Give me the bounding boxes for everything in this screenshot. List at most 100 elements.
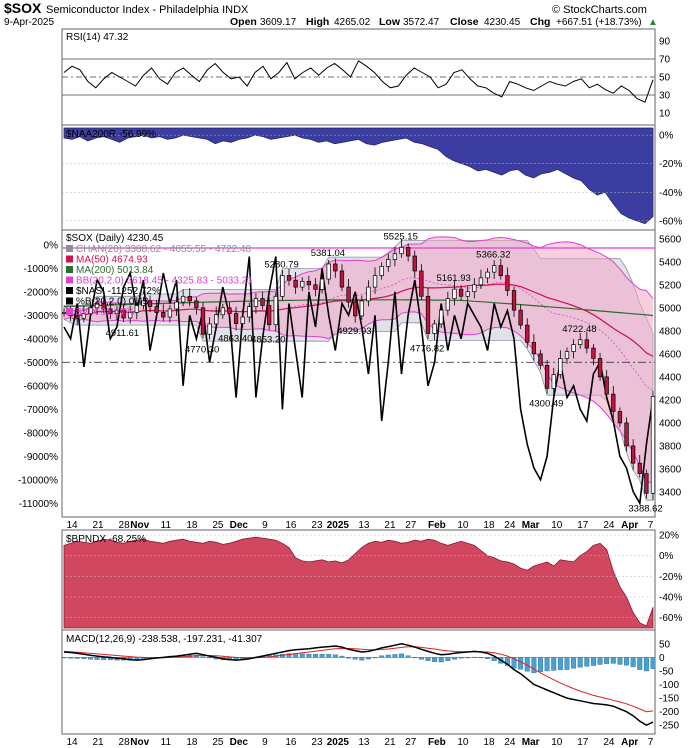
macd-histogram-bar	[458, 657, 464, 659]
candle-down	[187, 295, 192, 302]
price-annotation: 4722.48	[562, 324, 596, 335]
macd-histogram-bar	[207, 657, 213, 659]
x-axis-label-top: Dec	[230, 520, 249, 531]
x-axis-label-top: 27	[405, 520, 417, 531]
price-tick-label: 3400	[659, 487, 682, 498]
candle-down	[313, 284, 318, 290]
x-axis-label-top: 11	[161, 520, 172, 531]
breadth-tick-label: 0%	[659, 131, 674, 142]
candle-down	[339, 270, 345, 288]
rsi-tick-label: 70	[659, 55, 671, 66]
price-annotation: 5366.32	[476, 250, 510, 261]
candle-up	[492, 265, 497, 273]
x-axis-label-bottom: 10	[457, 737, 469, 748]
candle-down	[511, 290, 517, 311]
price-annotation: 4911.61	[106, 328, 140, 339]
candle-up	[61, 312, 67, 314]
price-legend-entry: MA(50) 4674.93	[76, 255, 148, 266]
bollinger-mid-line	[63, 277, 654, 391]
macd-histogram-bar	[418, 657, 424, 660]
index-name-text: Semiconductor Index - Philadelphia INDX	[46, 4, 249, 16]
price-legend-swatch	[66, 297, 73, 305]
price-legend-swatch	[66, 245, 73, 252]
candle-down	[260, 298, 265, 306]
breadth-tick-label: -20%	[659, 159, 682, 170]
x-axis-label-top: Mar	[522, 520, 540, 531]
price-annotation: 4853.20	[251, 335, 285, 346]
macd-histogram-bar	[87, 657, 93, 660]
candle-up	[174, 301, 179, 310]
price-legend-entry: BB(20,2.0) 3618.45 - 4325.83 - 5033.21	[76, 276, 253, 287]
candle-down	[75, 315, 80, 319]
macd-histogram-bar	[359, 657, 365, 661]
x-axis-label-bottom: Mar	[522, 737, 540, 748]
bpndx-tick-label: -20%	[659, 572, 682, 583]
macd-histogram-bar	[551, 657, 557, 671]
candle-down	[227, 307, 232, 314]
candle-up	[207, 323, 212, 335]
candle-up	[558, 358, 563, 375]
candle-down	[333, 263, 338, 272]
candle-up	[478, 277, 484, 286]
candle-down	[425, 295, 431, 334]
high-label: High	[306, 16, 329, 28]
price-tick-label: 4800	[659, 326, 682, 337]
candle-up	[564, 351, 570, 359]
candle-up	[214, 314, 219, 325]
macd-histogram-bar	[610, 657, 616, 664]
price-legend-entry: $VIX 61.17%	[76, 307, 134, 318]
bpndx-tick-label: -60%	[659, 613, 682, 624]
price-legend-entry: %B(20,2.0) 0.43	[76, 297, 149, 308]
x-axis-label-bottom: 17	[577, 737, 589, 748]
macd-series	[61, 643, 656, 727]
candle-up	[114, 309, 120, 314]
candle-down	[419, 270, 424, 297]
macd-histogram-bar	[637, 657, 643, 670]
x-axis-label-top: 13	[358, 520, 370, 531]
x-axis-label-bottom: 7	[648, 737, 654, 748]
bollinger-band-fill	[64, 236, 653, 483]
price-annotation: 4863.40	[218, 334, 252, 345]
macd-histogram-bar	[319, 653, 325, 658]
macd-histogram-bar	[478, 657, 484, 659]
nasi-tick-label: 0%	[44, 240, 59, 251]
nasi-tick-label: -10000%	[18, 475, 58, 486]
macd-histogram-bar	[365, 657, 371, 660]
macd-histogram-bar	[385, 654, 391, 658]
macd-histogram-bar	[471, 656, 477, 658]
rsi-tick-label: 30	[659, 91, 671, 102]
macd-histogram-bar	[339, 655, 345, 658]
macd-histogram-bar	[200, 656, 206, 658]
nasi-tick-label: -5000%	[24, 358, 59, 369]
x-axis-label-top: 21	[384, 520, 396, 531]
price-annotation: 4770.30	[185, 344, 219, 355]
candle-down	[412, 255, 417, 272]
price-tick-label: 4200	[659, 395, 682, 406]
candle-down	[544, 365, 550, 389]
price-annotation: 5280.79	[264, 259, 298, 270]
nasi-tick-label: -6000%	[24, 381, 59, 392]
x-axis-label-top: 24	[603, 520, 615, 531]
x-axis-label-bottom: 21	[92, 737, 104, 748]
nasi-tick-label: -7000%	[24, 405, 59, 416]
candle-up	[379, 266, 384, 276]
macd-histogram-bar	[432, 657, 438, 662]
symbol-text: $SOX	[4, 0, 42, 16]
price-legend-title: $SOX (Daily) 4230.45	[66, 233, 164, 244]
x-axis-label-top: Nov	[130, 520, 149, 531]
price-tick-label: 4600	[659, 349, 682, 360]
x-axis-label-bottom: 24	[504, 737, 516, 748]
candle-down	[498, 265, 503, 276]
price-legend-swatch	[66, 266, 73, 273]
candle-up	[551, 374, 556, 389]
macd-histogram-bar	[286, 653, 292, 658]
breadth-tick-label: -60%	[659, 216, 682, 227]
breadth-area	[63, 127, 654, 225]
price-tick-label: 5200	[659, 280, 682, 291]
x-axis-label-bottom: 2025	[327, 737, 350, 748]
candle-up	[399, 247, 404, 255]
x-axis-label-top: 21	[92, 520, 104, 531]
macd-histogram-bar	[451, 657, 457, 660]
candle-up	[359, 300, 364, 317]
